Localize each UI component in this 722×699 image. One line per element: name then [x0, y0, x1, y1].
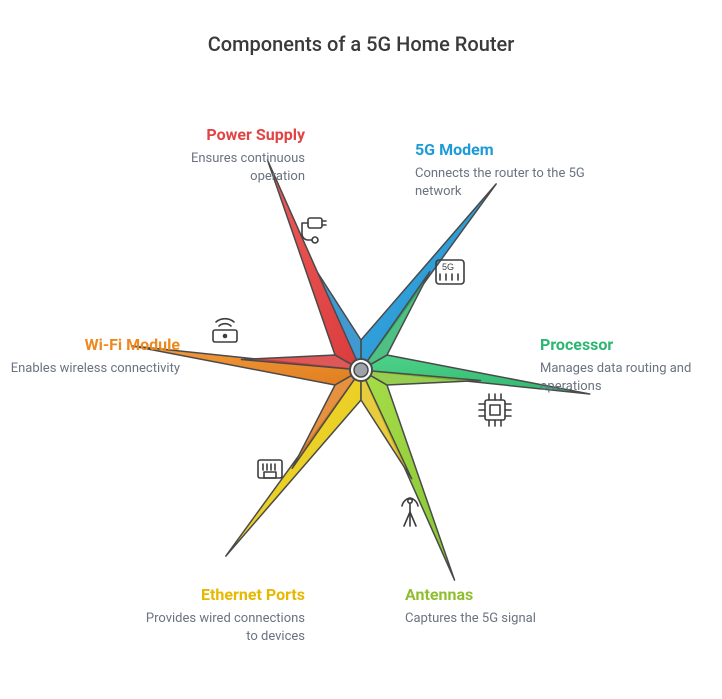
wifi-icon — [205, 310, 245, 350]
blade-flap-wifi — [292, 370, 361, 468]
label-desc-processor: Manages data routing and operations — [540, 360, 710, 395]
blade-flap-processor — [361, 272, 430, 370]
label-antennas: Antennas Captures the 5G signal — [405, 585, 575, 628]
hub-inner — [354, 363, 368, 377]
label-title-antennas: Antennas — [405, 585, 575, 604]
label-desc-ethernet: Provides wired connections to devices — [135, 610, 305, 645]
label-desc-antennas: Captures the 5G signal — [405, 610, 575, 628]
label-title-power: Power Supply — [135, 125, 305, 144]
blade-power — [267, 160, 361, 370]
label-ethernet: Ethernet Ports Provides wired connections… — [135, 585, 305, 645]
label-desc-modem: Connects the router to the 5G network — [415, 165, 585, 200]
antenna-icon — [390, 490, 430, 530]
cpu-icon — [475, 390, 515, 430]
5g-icon: 5G — [430, 250, 470, 290]
svg-text:5G: 5G — [442, 262, 454, 272]
label-power: Power Supply Ensures continuous operation — [135, 125, 305, 185]
ethernet-icon — [250, 450, 290, 490]
label-modem: 5G Modem Connects the router to the 5G ne… — [415, 140, 585, 200]
label-title-ethernet: Ethernet Ports — [135, 585, 305, 604]
label-processor: Processor Manages data routing and operat… — [540, 335, 710, 395]
plug-icon — [290, 210, 330, 250]
label-title-processor: Processor — [540, 335, 710, 354]
label-title-modem: 5G Modem — [415, 140, 585, 159]
label-title-wifi: Wi-Fi Module — [10, 335, 180, 354]
label-wifi: Wi-Fi Module Enables wireless connectivit… — [10, 335, 180, 378]
infographic-canvas: Components of a 5G Home Router 5G ModemC… — [0, 0, 722, 699]
label-desc-power: Ensures continuous operation — [135, 150, 305, 185]
label-desc-wifi: Enables wireless connectivity — [10, 360, 180, 378]
